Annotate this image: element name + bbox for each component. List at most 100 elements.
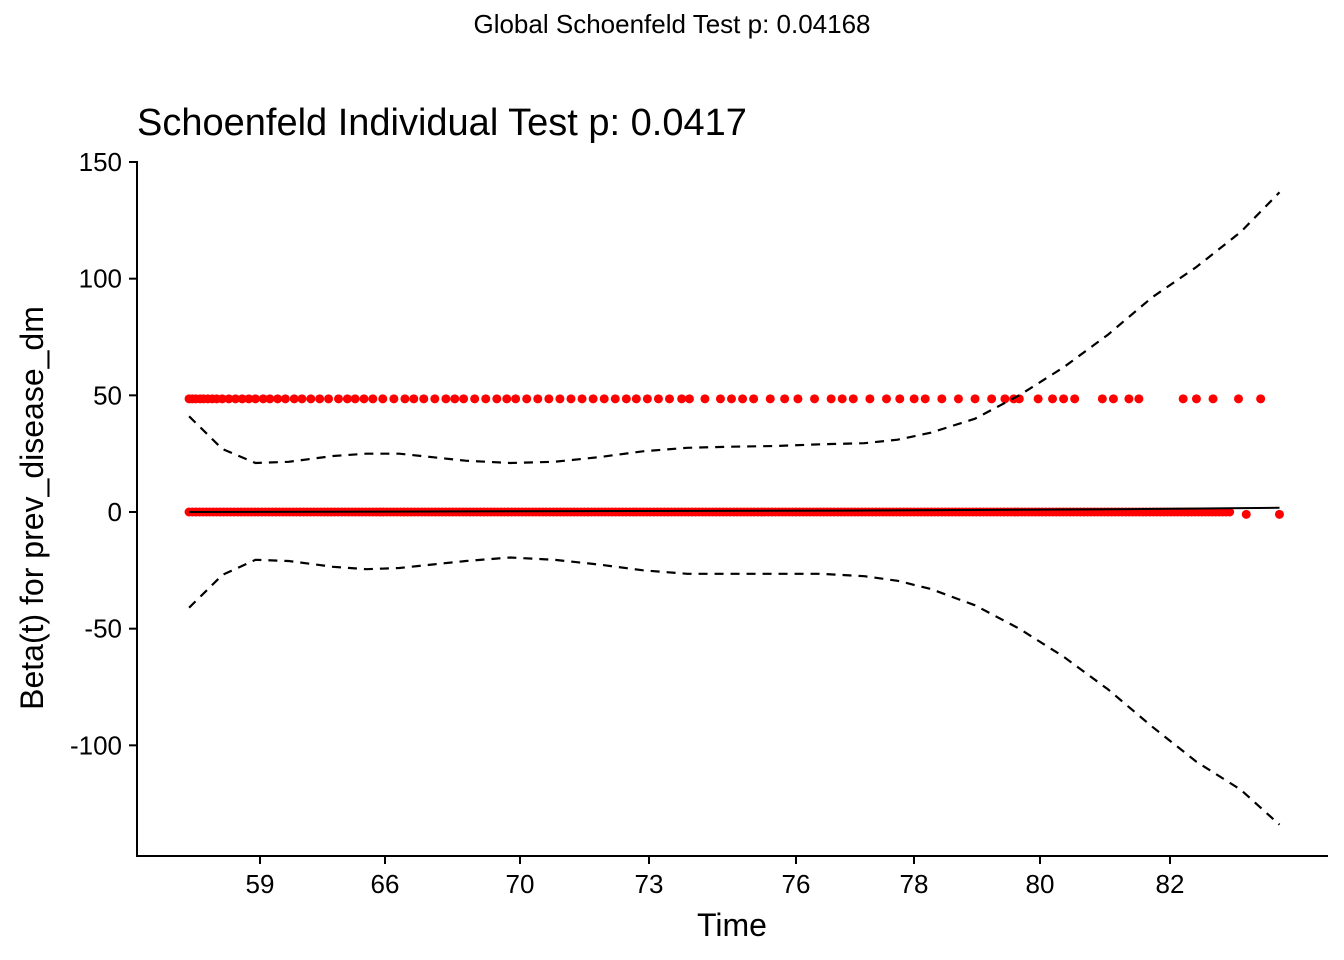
residual-point — [848, 394, 858, 404]
residual-point — [244, 394, 254, 404]
x-axis-label: Time — [697, 907, 767, 943]
y-tick-label: -100 — [70, 730, 122, 760]
residual-point — [273, 394, 283, 404]
residual-point — [502, 394, 512, 404]
chart-suptitle: Global Schoenfeld Test p: 0.04168 — [473, 9, 870, 39]
residual-point — [1208, 394, 1218, 404]
residual-point — [727, 394, 736, 404]
residual-point — [511, 394, 521, 404]
residual-point — [289, 394, 299, 404]
residual-point — [700, 394, 710, 404]
residual-point — [1134, 394, 1144, 404]
residual-point — [265, 394, 275, 404]
residual-point — [987, 394, 997, 404]
residual-point — [250, 394, 260, 404]
x-tick-label: 82 — [1156, 869, 1185, 899]
residual-point — [953, 394, 963, 404]
residual-point — [430, 394, 440, 404]
residual-point — [1108, 394, 1118, 404]
residual-point — [1000, 394, 1010, 404]
residual-point — [1059, 394, 1069, 404]
residual-point — [793, 394, 803, 404]
residual-point — [224, 394, 234, 404]
x-tick-label: 59 — [246, 869, 275, 899]
residual-point — [1033, 394, 1043, 404]
y-tick-label: 50 — [93, 380, 122, 410]
residual-point — [837, 394, 847, 404]
y-tick-label: -50 — [84, 614, 122, 644]
residual-point — [765, 394, 775, 404]
residual-point — [470, 394, 480, 404]
x-tick-label: 76 — [782, 869, 811, 899]
residual-point — [481, 394, 491, 404]
residual-point — [642, 394, 652, 404]
y-axis-label: Beta(t) for prev_disease_dm — [14, 306, 50, 710]
residual-point — [237, 394, 247, 404]
residual-point — [738, 394, 748, 404]
residual-point — [749, 394, 759, 404]
residual-point — [258, 394, 268, 404]
residual-point — [368, 394, 378, 404]
residual-point — [665, 394, 675, 404]
residual-point — [865, 394, 875, 404]
ci-lower-line — [188, 556, 1281, 826]
residual-point — [492, 394, 502, 404]
residual-point — [826, 394, 836, 404]
x-tick-label: 73 — [635, 869, 664, 899]
residual-point — [621, 394, 631, 404]
residual-point — [1048, 394, 1058, 404]
residual-point — [588, 394, 598, 404]
x-axis-ticks: 59 66 70 73 76 78 80 82 — [246, 856, 1185, 899]
residual-point — [324, 394, 334, 404]
residual-point — [810, 394, 820, 404]
residual-point — [389, 394, 399, 404]
x-tick-label: 70 — [506, 869, 535, 899]
residual-point — [1234, 394, 1244, 404]
residual-point — [306, 394, 316, 404]
residual-point — [378, 394, 388, 404]
fit-line — [189, 506, 1280, 513]
residual-point — [1191, 394, 1201, 404]
residual-point — [419, 394, 429, 404]
residual-point — [1274, 509, 1284, 519]
y-tick-label: 150 — [79, 147, 122, 177]
residual-point — [1070, 394, 1080, 404]
residual-point — [533, 394, 543, 404]
residual-point — [780, 394, 790, 404]
residual-point — [599, 394, 609, 404]
y-tick-label: 100 — [79, 264, 122, 294]
residual-point — [231, 394, 241, 404]
residual-point — [459, 394, 469, 404]
residual-point — [715, 394, 725, 404]
residual-point — [920, 394, 930, 404]
plot-area — [184, 191, 1284, 826]
chart-title: Schoenfeld Individual Test p: 0.0417 — [137, 102, 747, 144]
residual-point — [909, 394, 919, 404]
y-axis-ticks: 150 100 50 0 -50 -100 — [70, 147, 137, 760]
residual-point — [631, 394, 641, 404]
residual-point — [555, 394, 565, 404]
residual-point — [217, 394, 227, 404]
residual-point — [1241, 509, 1251, 519]
residual-point — [280, 394, 290, 404]
residual-point — [677, 394, 687, 404]
residual-point — [315, 394, 325, 404]
residual-point — [577, 394, 587, 404]
residual-point — [342, 394, 352, 404]
residual-point — [970, 394, 980, 404]
residual-point — [450, 394, 460, 404]
residual-point — [359, 394, 369, 404]
residual-point — [684, 394, 694, 404]
residual-point — [895, 394, 905, 404]
residual-point — [1178, 394, 1188, 404]
residual-point — [522, 394, 532, 404]
residual-point — [610, 394, 620, 404]
residual-point — [297, 394, 307, 404]
residual-point — [881, 394, 891, 404]
residual-point — [1256, 394, 1266, 404]
x-tick-label: 80 — [1026, 869, 1055, 899]
residual-point — [653, 394, 663, 404]
residual-point — [1124, 394, 1134, 404]
residuals-upper-series — [184, 394, 1266, 404]
x-tick-label: 78 — [900, 869, 929, 899]
